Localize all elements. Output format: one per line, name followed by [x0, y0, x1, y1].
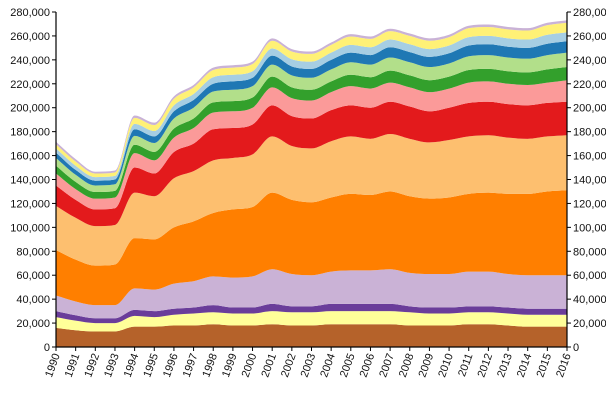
x-tick-label: 2002: [279, 352, 299, 379]
x-tick-label: 2000: [240, 352, 260, 379]
x-tick-label: 1991: [63, 352, 83, 379]
x-tick-label: 2014: [515, 352, 535, 379]
y-tick-label-right: 180,000: [573, 127, 606, 139]
y-tick-label-left: 120,000: [10, 198, 50, 210]
x-tick-label: 2015: [535, 352, 555, 379]
area-series-5: [56, 190, 567, 306]
x-tick-label: 2013: [495, 352, 515, 379]
y-tick-label-right: 60,000: [573, 270, 606, 282]
x-tick-label: 2016: [554, 352, 574, 379]
x-tick-label: 1995: [141, 352, 161, 379]
x-tick-label: 2008: [397, 352, 417, 379]
y-tick-label-right: 140,000: [573, 175, 606, 187]
y-ticks-right: 0 20,000 40,000 60,000 80,000 100,000 120,000 1…: [567, 7, 606, 354]
x-tick-label: 2004: [318, 352, 338, 379]
x-tick-label: 1998: [200, 352, 220, 379]
area-series-9: [56, 67, 567, 199]
area-series-2: [56, 311, 567, 332]
x-tick-label: 1994: [122, 352, 142, 379]
x-tick-label: 2011: [456, 352, 475, 378]
x-tick-label: 1999: [220, 352, 240, 379]
y-tick-label-right: 240,000: [573, 55, 606, 67]
x-tick-label: 2009: [417, 352, 437, 379]
area-series-1: [56, 324, 567, 347]
y-tick-label-right: 260,000: [573, 31, 606, 43]
x-tick-label: 2010: [436, 352, 456, 379]
area-series-4: [56, 269, 567, 319]
y-tick-label-right: 40,000: [573, 294, 606, 306]
x-tick-label: 1990: [43, 352, 63, 379]
x-tick-label: 1992: [82, 352, 102, 379]
y-tick-label-left: 80,000: [16, 246, 50, 258]
y-tick-label-right: 80,000: [573, 246, 606, 258]
y-tick-label-left: 0: [44, 342, 50, 354]
y-tick-label-right: 280,000: [573, 7, 606, 19]
x-ticks: 1990 1991 1992 1993 1994 1995 1996 1997 1998 1999…: [43, 347, 574, 379]
y-tick-label-left: 140,000: [10, 175, 50, 187]
y-tick-label-right: 160,000: [573, 151, 606, 163]
x-tick-label: 1993: [102, 352, 122, 379]
y-tick-label-left: 60,000: [16, 270, 50, 282]
y-tick-label-left: 220,000: [10, 79, 50, 91]
y-tick-label-right: 20,000: [573, 318, 606, 330]
area-series-13: [56, 22, 567, 178]
y-ticks-left: 0 20,000 40,000 60,000 80,000 100,000 120,000 1…: [10, 7, 56, 354]
y-tick-label-left: 180,000: [10, 127, 50, 139]
y-tick-label-left: 200,000: [10, 103, 50, 115]
x-tick-label: 2012: [476, 352, 496, 379]
area-series-3: [56, 303, 567, 324]
y-tick-label-right: 0: [573, 342, 579, 354]
x-tick-label: 2003: [299, 352, 319, 379]
x-tick-label: 1996: [161, 352, 181, 379]
x-tick-label: 2005: [338, 352, 358, 379]
area-series-12: [56, 32, 567, 181]
y-tick-label-left: 160,000: [10, 151, 50, 163]
area-series-6: [56, 134, 567, 266]
y-tick-label-right: 100,000: [573, 222, 606, 234]
y-tick-label-left: 280,000: [10, 7, 50, 19]
area-series-11: [56, 41, 567, 186]
x-tick-label: 1997: [181, 352, 201, 379]
area-series-7: [56, 101, 567, 227]
y-tick-label-left: 240,000: [10, 55, 50, 67]
y-tick-label-left: 20,000: [16, 318, 50, 330]
x-tick-label: 2007: [377, 352, 397, 379]
area-series-10: [56, 52, 567, 193]
area-layers: [56, 20, 567, 347]
area-series-8: [56, 80, 567, 210]
y-tick-label-right: 120,000: [573, 198, 606, 210]
y-tick-label-right: 200,000: [573, 103, 606, 115]
x-tick-label: 2001: [259, 352, 279, 379]
y-tick-label-left: 260,000: [10, 31, 50, 43]
y-tick-label-left: 40,000: [16, 294, 50, 306]
x-tick-label: 2006: [358, 352, 378, 379]
y-tick-label-right: 220,000: [573, 79, 606, 91]
y-tick-label-left: 100,000: [10, 222, 50, 234]
